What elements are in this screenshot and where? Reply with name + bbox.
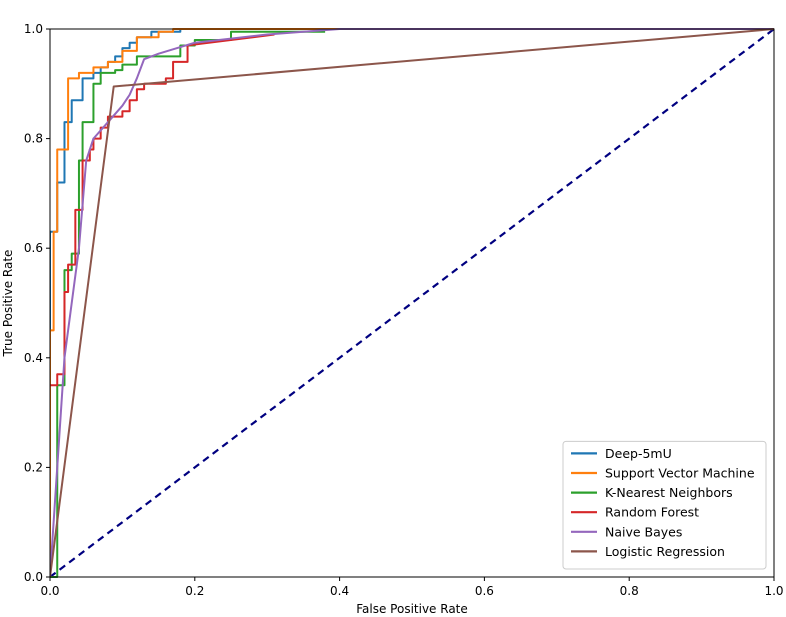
- chance-line: [50, 28, 774, 578]
- series-line-k-nearest-neighbors: [50, 30, 326, 578]
- y-axis-label: True Positive Rate: [1, 250, 15, 358]
- plot-frame: [49, 28, 775, 578]
- legend-entry: Random Forest: [605, 505, 699, 520]
- legend-entry: Support Vector Machine: [605, 466, 755, 481]
- x-axis-label: False Positive Rate: [356, 602, 468, 616]
- x-axis: 0.0 0.2 0.4 0.6 0.8 1.0: [40, 577, 784, 598]
- series-line-random-forest: [50, 33, 275, 387]
- y-tick-label: 0.8: [24, 132, 43, 146]
- legend-entry: Logistic Regression: [605, 544, 725, 559]
- y-tick-label: 0.0: [24, 570, 43, 584]
- x-tick-label: 1.0: [764, 584, 783, 598]
- legend-entry: Naive Bayes: [605, 524, 682, 539]
- y-tick-label: 1.0: [24, 22, 43, 36]
- legend-box: [562, 440, 767, 570]
- x-tick-label: 0.8: [620, 584, 639, 598]
- y-tick-label: 0.4: [24, 351, 43, 365]
- x-tick-label: 0.0: [40, 584, 59, 598]
- y-axis: 0.0 0.2 0.4 0.6 0.8 1.0: [24, 22, 50, 584]
- legend-entry: Deep-5mU: [605, 446, 672, 461]
- legend: Deep-5mU Support Vector Machine K-Nearest …: [562, 440, 767, 570]
- legend-entry: K-Nearest Neighbors: [605, 485, 733, 500]
- series-line-logistic-regression: [50, 28, 774, 578]
- plot-area: [50, 28, 774, 578]
- x-tick-label: 0.4: [330, 584, 349, 598]
- series-line-naive-bayes: [50, 28, 774, 578]
- series-line-support-vector-machine: [50, 28, 774, 577]
- y-tick-label: 0.2: [24, 460, 43, 474]
- y-tick-label: 0.6: [24, 241, 43, 255]
- x-tick-label: 0.6: [475, 584, 494, 598]
- x-tick-label: 0.2: [185, 584, 204, 598]
